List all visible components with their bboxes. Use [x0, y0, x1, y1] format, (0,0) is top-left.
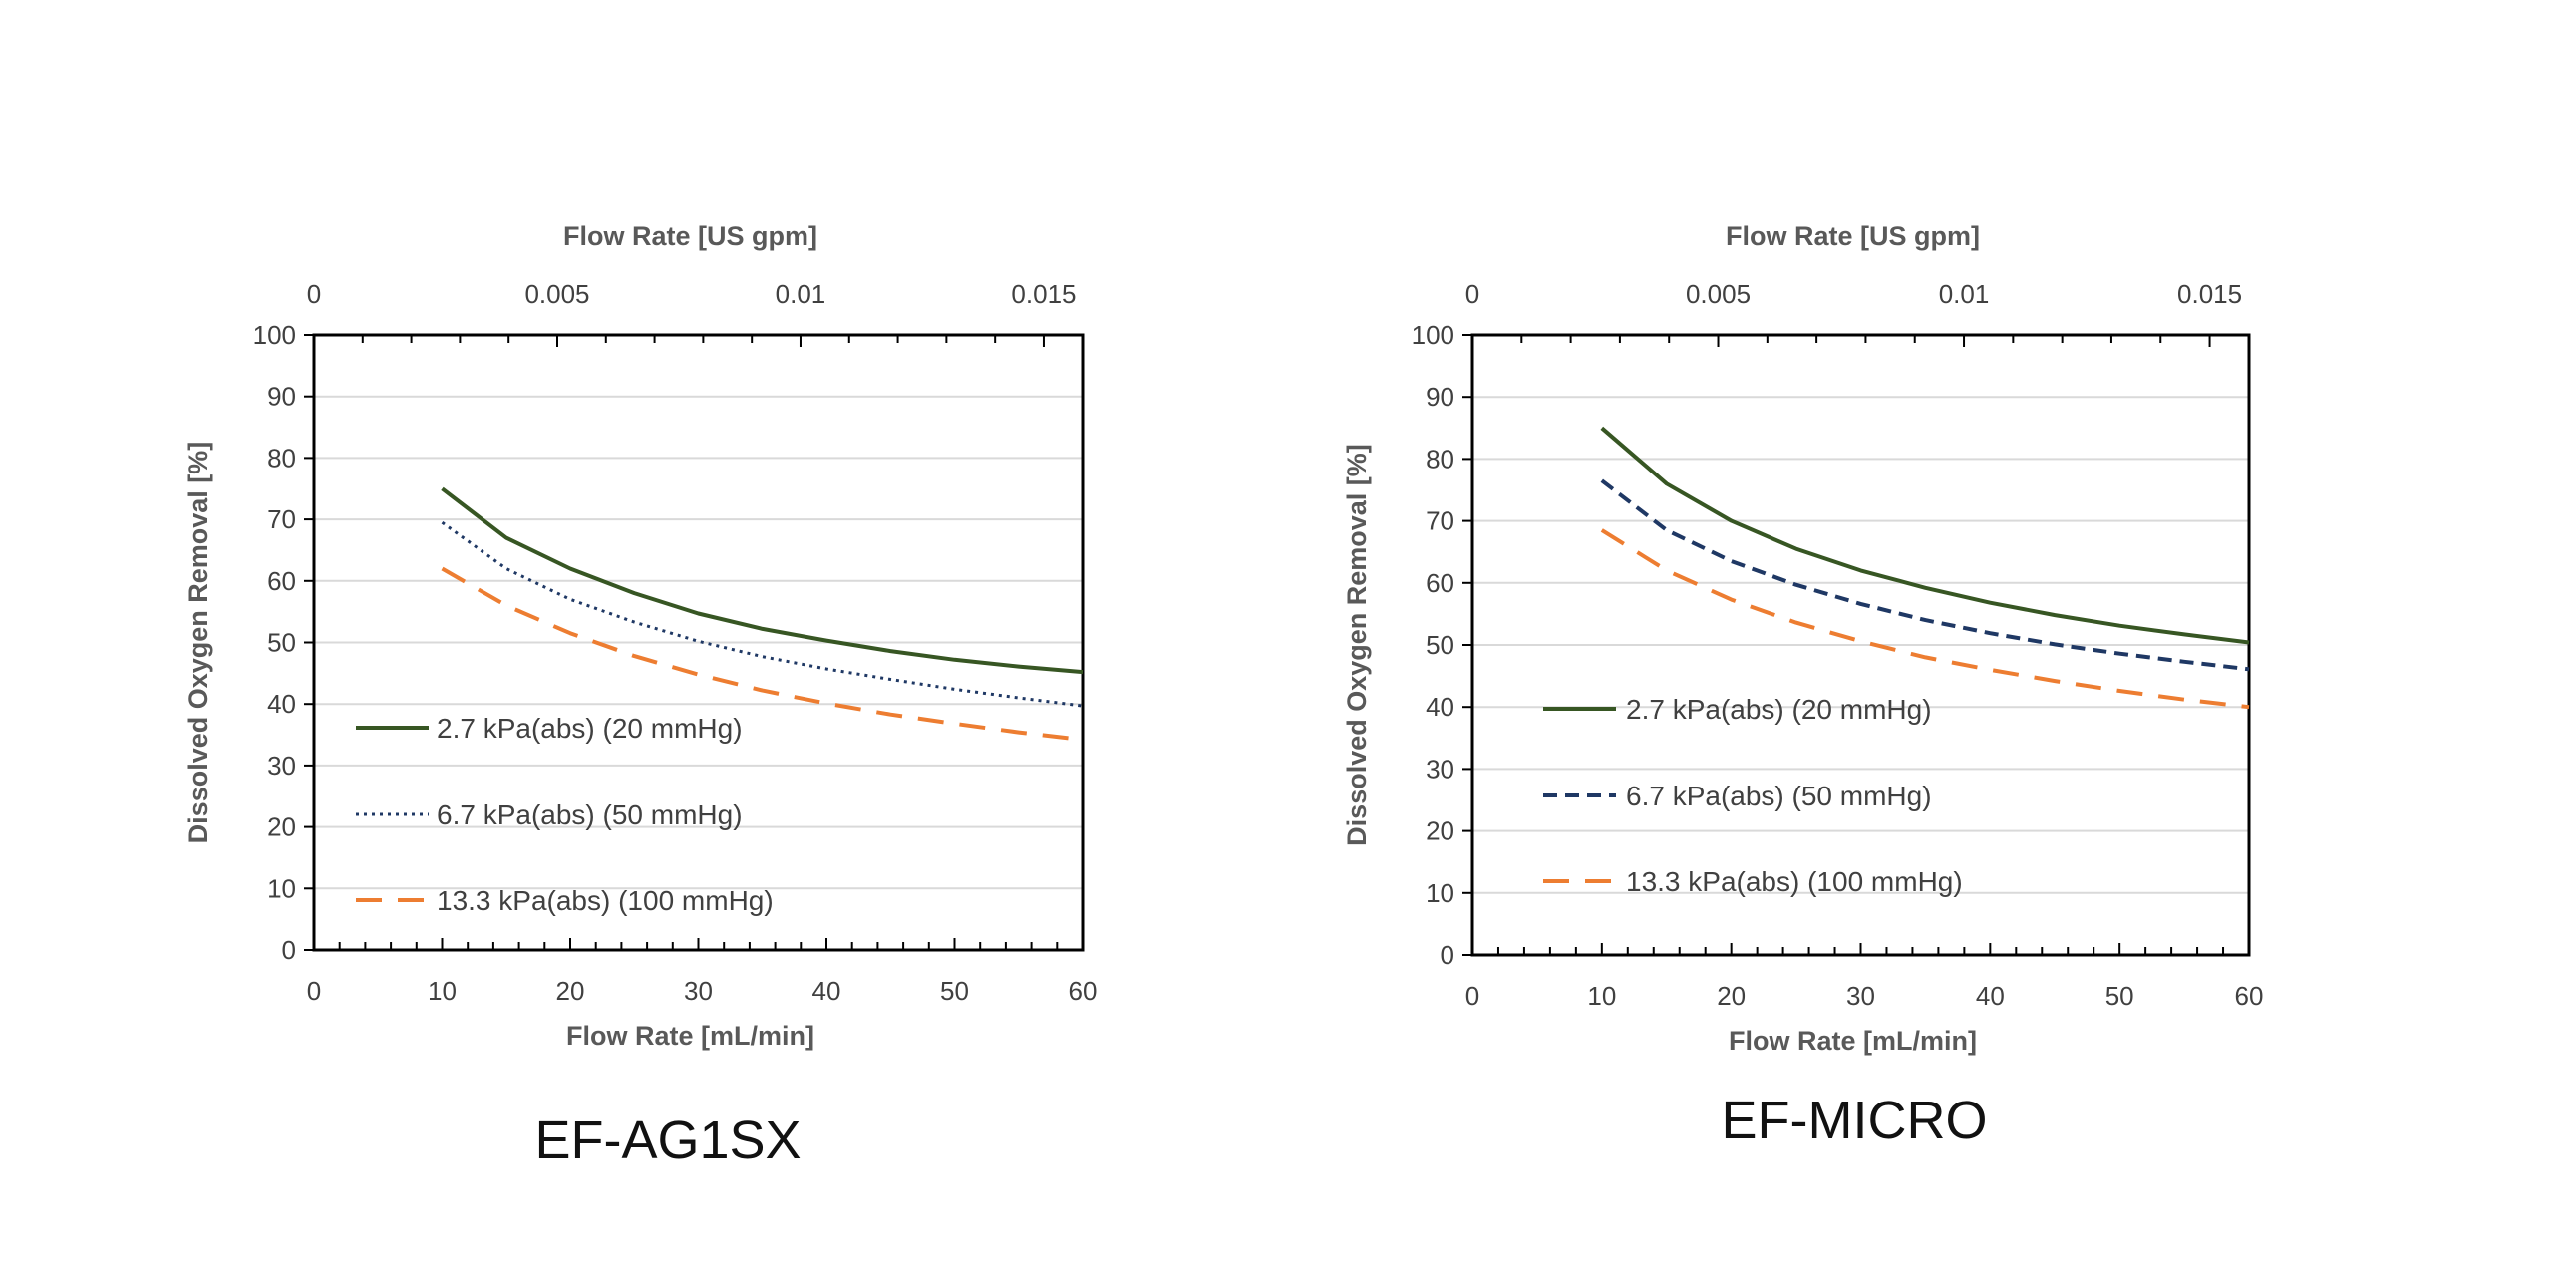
legend-label: 2.7 kPa(abs) (20 mmHg): [1626, 694, 1932, 725]
x2-axis-title: Flow Rate [US gpm]: [563, 221, 817, 251]
x2-tick-label: 0.015: [2177, 279, 2242, 309]
y-tick-label: 20: [267, 812, 296, 842]
chart-caption: EF-MICRO: [1722, 1091, 1988, 1150]
y-tick-label: 50: [267, 628, 296, 658]
y-axis-title: Dissolved Oxygen Removal [%]: [183, 442, 213, 844]
series-line: [441, 520, 1084, 708]
x-tick-label: 30: [1846, 981, 1875, 1011]
y-tick-label: 20: [1426, 816, 1454, 846]
x-axis-title: Flow Rate [mL/min]: [1729, 1026, 1977, 1056]
legend-label: 6.7 kPa(abs) (50 mmHg): [437, 799, 743, 830]
x-tick-label: 50: [940, 976, 969, 1006]
series-line: [441, 486, 1084, 675]
y-tick-label: 60: [267, 566, 296, 596]
x-tick-label: 20: [1717, 981, 1746, 1011]
y-tick-label: 10: [1426, 878, 1454, 908]
y-tick-label: 90: [267, 382, 296, 412]
chart-caption: EF-AG1SX: [534, 1110, 801, 1170]
y-tick-label: 60: [1426, 568, 1454, 598]
y-tick-label: 40: [267, 689, 296, 719]
y-tick-label: 70: [267, 504, 296, 534]
x-tick-label: 0: [307, 976, 321, 1006]
x-tick-label: 50: [2105, 981, 2134, 1011]
x-tick-label: 40: [812, 976, 841, 1006]
y-tick-label: 100: [1412, 320, 1454, 350]
x-tick-label: 20: [556, 976, 585, 1006]
x-tick-label: 10: [428, 976, 457, 1006]
legend-label: 13.3 kPa(abs) (100 mmHg): [437, 885, 774, 916]
x2-tick-label: 0.005: [524, 279, 589, 309]
y-tick-label: 10: [267, 873, 296, 903]
x2-tick-label: 0.01: [1939, 279, 1990, 309]
x2-tick-label: 0: [1465, 279, 1479, 309]
chart-panel-ef-micro: 0 10 20 30 40 50 60 70 80 90 100 0 10 20 30 40 50 60 0 0.00…: [1342, 221, 2263, 1150]
y-axis-title: Dissolved Oxygen Removal [%]: [1342, 444, 1372, 846]
x2-axis-title: Flow Rate [US gpm]: [1726, 221, 1980, 251]
x2-tick-label: 0.015: [1011, 279, 1076, 309]
x2-tick-label: 0: [307, 279, 321, 309]
x2-tick-label: 0.005: [1686, 279, 1751, 309]
x-tick-label: 40: [1976, 981, 2005, 1011]
y-tick-label: 0: [1441, 940, 1454, 970]
y-tick-label: 50: [1426, 630, 1454, 660]
y-tick-label: 0: [282, 935, 296, 965]
y-tick-label: 40: [1426, 692, 1454, 722]
plot-frame: [312, 333, 1085, 952]
legend-label: 2.7 kPa(abs) (20 mmHg): [437, 713, 743, 744]
x-tick-label: 60: [1069, 976, 1098, 1006]
y-tick-label: 80: [267, 443, 296, 473]
x2-tick-label: 0.01: [776, 279, 826, 309]
series-line: [1600, 426, 2250, 645]
y-tick-label: 100: [253, 320, 296, 350]
x-tick-label: 10: [1587, 981, 1616, 1011]
x-tick-label: 60: [2235, 981, 2264, 1011]
y-tick-label: 30: [1426, 754, 1454, 784]
series-line: [1600, 478, 2250, 672]
x-axis-title: Flow Rate [mL/min]: [566, 1021, 814, 1051]
x-tick-label: 30: [684, 976, 713, 1006]
plot-frame: [1470, 333, 2251, 957]
series-line: [441, 566, 1084, 742]
y-tick-label: 90: [1426, 382, 1454, 412]
legend-label: 13.3 kPa(abs) (100 mmHg): [1626, 866, 1963, 897]
y-tick-label: 80: [1426, 444, 1454, 473]
series-line: [1600, 528, 2250, 710]
chart-panel-ef-ag1sx: 0 10 20 30 40 50 60 70 80 90 100 0 10 20 30 40 50 60 0 0.00…: [183, 221, 1097, 1170]
legend-label: 6.7 kPa(abs) (50 mmHg): [1626, 781, 1932, 811]
y-tick-label: 30: [267, 751, 296, 781]
y-tick-label: 70: [1426, 506, 1454, 536]
x-tick-label: 0: [1465, 981, 1479, 1011]
